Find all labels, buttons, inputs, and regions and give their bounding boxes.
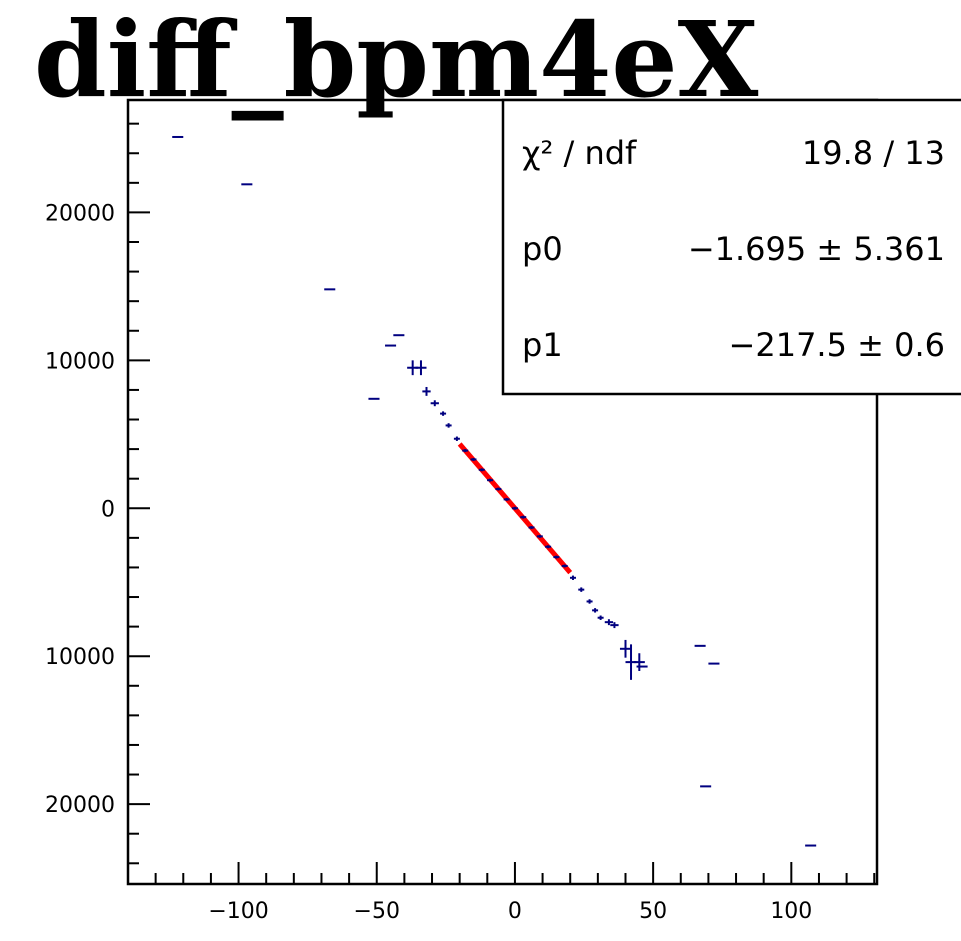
data-point <box>610 622 619 629</box>
chart-title: diff_bpm4eX <box>34 0 759 121</box>
stats-chi2-value: 19.8 / 13 <box>802 134 945 172</box>
data-point <box>503 497 510 501</box>
data-point <box>545 545 552 549</box>
stats-box-frame <box>501 98 961 396</box>
data-point <box>440 411 447 416</box>
stats-box: χ² / ndf 19.8 / 13 p0 −1.695 ± 5.361 p1 … <box>501 98 961 396</box>
x-tick-label: 100 <box>770 899 812 924</box>
data-point <box>520 515 527 519</box>
x-tick-label: −100 <box>208 899 268 924</box>
y-tick-label: 20000 <box>45 201 115 226</box>
data-point <box>569 575 576 581</box>
y-axis-ticks: 20000 10000 0 10000 20000 <box>45 122 150 865</box>
data-point <box>597 615 604 620</box>
x-axis-ticks: −100 −50 0 50 100 <box>127 862 876 924</box>
x-tick-label: 50 <box>639 899 667 924</box>
y-tick-label: 20000 <box>45 793 115 818</box>
stats-p1-label: p1 <box>522 326 563 364</box>
data-point <box>462 449 469 453</box>
data-point <box>619 639 632 658</box>
stats-p1-value: −217.5 ± 0.6 <box>729 326 945 364</box>
data-point <box>422 386 431 396</box>
stats-p0-value: −1.695 ± 5.361 <box>688 230 945 268</box>
data-point <box>511 506 518 510</box>
data-point <box>430 400 439 407</box>
data-point <box>445 423 452 428</box>
data-point <box>487 478 494 482</box>
data-point <box>470 457 477 461</box>
data-points-group <box>172 135 817 847</box>
y-tick-label: 10000 <box>45 349 115 374</box>
data-point <box>592 608 599 613</box>
data-point <box>536 534 543 538</box>
data-point <box>478 468 485 472</box>
x-tick-label: 0 <box>508 899 522 924</box>
data-point <box>528 526 535 529</box>
stats-chi2-label: χ² / ndf <box>522 134 637 172</box>
data-point <box>578 587 585 592</box>
data-point <box>415 360 427 376</box>
data-point <box>453 436 460 441</box>
data-point <box>633 653 645 671</box>
data-point <box>553 555 560 559</box>
y-tick-label: 10000 <box>45 645 115 670</box>
data-point <box>604 619 614 626</box>
stats-p0-label: p0 <box>522 230 563 268</box>
y-tick-label: 0 <box>101 497 115 522</box>
data-point <box>495 487 502 491</box>
data-point <box>586 599 593 604</box>
x-tick-label: −50 <box>354 899 400 924</box>
data-point <box>561 564 568 568</box>
